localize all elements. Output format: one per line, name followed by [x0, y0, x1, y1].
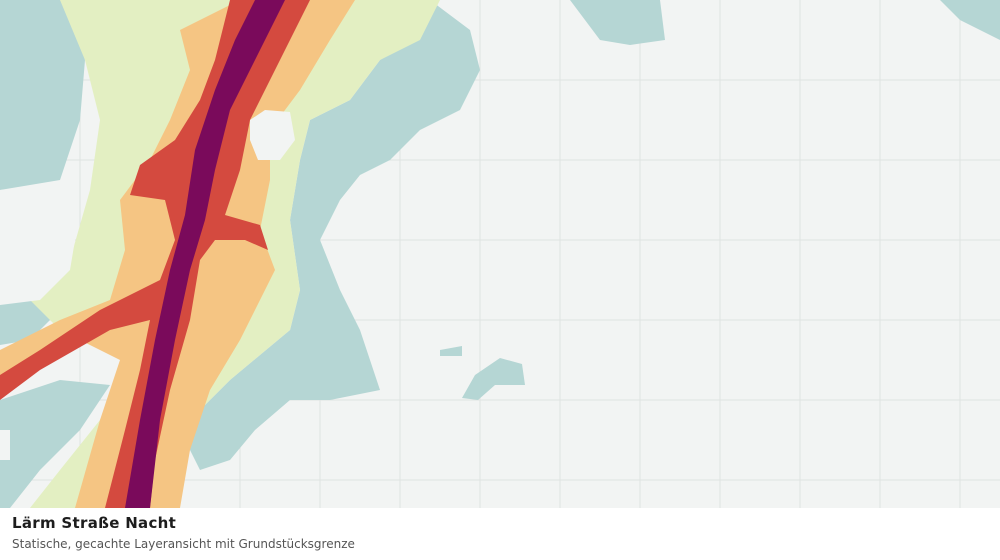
noise-zone-very-high	[125, 0, 285, 508]
map-subtitle: Statische, gecachte Layeransicht mit Gru…	[12, 537, 355, 551]
map	[0, 0, 1000, 508]
settlement	[0, 110, 295, 460]
map-title: Lärm Straße Nacht	[12, 514, 177, 532]
caption: Lärm Straße Nacht Statische, gecachte La…	[0, 508, 1000, 560]
noise-zone-high	[0, 0, 310, 508]
